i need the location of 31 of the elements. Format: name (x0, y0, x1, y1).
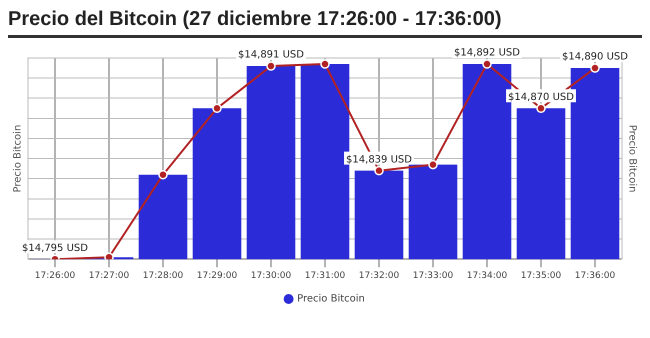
x-tick-label: 17:34:00 (466, 270, 508, 281)
data-label: $14,892 USD (454, 48, 520, 59)
x-tick-label: 17:32:00 (358, 270, 400, 281)
x-tick-label: 17:31:00 (304, 270, 346, 281)
x-tick-label: 17:36:00 (574, 270, 616, 281)
legend-label: Precio Bitcoin (297, 294, 365, 305)
data-label: $14,890 USD (562, 52, 628, 63)
y-axis-title: Precio Bitcoin (12, 124, 24, 192)
point (104, 252, 114, 260)
x-tick-label: 17:27:00 (88, 270, 130, 281)
point (590, 63, 600, 73)
point (482, 59, 492, 69)
point (374, 166, 384, 176)
x-tick-label: 17:26:00 (34, 270, 76, 281)
point (536, 104, 546, 114)
y2-axis-title: Precio Bitcoin (626, 124, 638, 192)
data-label: $14,891 USD (238, 50, 304, 61)
x-tick-label: 17:33:00 (412, 270, 454, 281)
point (320, 59, 330, 69)
point (158, 170, 168, 180)
x-tick-label: 17:35:00 (520, 270, 562, 281)
point (212, 104, 222, 114)
point (266, 61, 276, 71)
x-tick-label: 17:29:00 (196, 270, 238, 281)
data-label: $14,795 USD (22, 242, 88, 254)
data-label: $14,870 USD (508, 92, 574, 103)
data-label: $14,839 USD (346, 154, 412, 166)
chart-title: Precio del Bitcoin (27 diciembre 17:26:00 - 17:36:00) (8, 8, 642, 38)
x-tick-label: 17:30:00 (250, 270, 292, 281)
x-tick-label: 17:28:00 (142, 270, 184, 281)
point (428, 160, 438, 170)
